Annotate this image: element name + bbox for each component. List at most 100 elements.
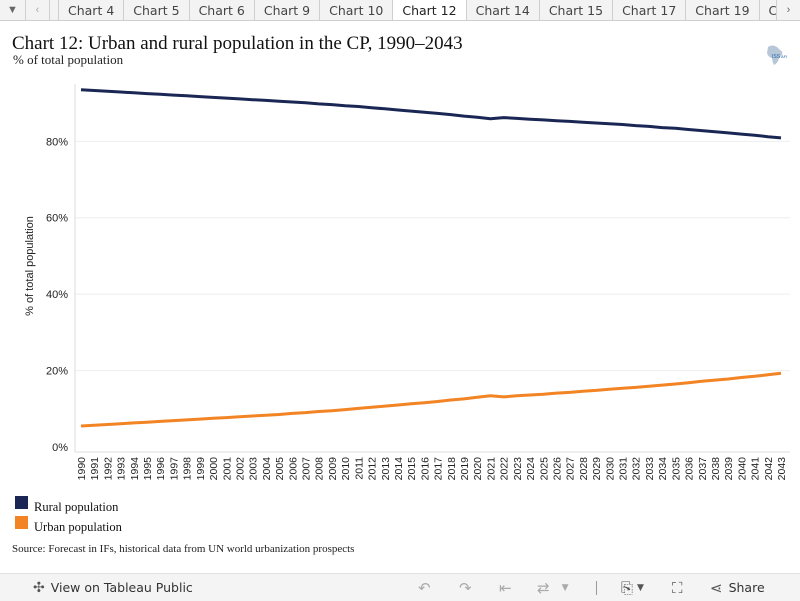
tab-chart-19[interactable]: Chart 19 xyxy=(685,0,758,20)
share-button[interactable]: ⋖ Share xyxy=(710,574,765,601)
fullscreen-icon: ⛶ xyxy=(672,578,683,597)
x-tick-label: 1994 xyxy=(129,457,141,481)
x-tick-label: 1993 xyxy=(116,457,128,481)
rural-population-line[interactable] xyxy=(80,88,782,140)
x-tick-label: 1991 xyxy=(89,457,101,481)
sheet-tab-bar: ▼ ‹ Chart 4 Chart 5 Chart 6 Chart 9 Chart 10… xyxy=(0,0,800,21)
x-tick-label: 2018 xyxy=(446,457,458,481)
chevron-right-icon[interactable]: › xyxy=(776,0,800,20)
x-tick-label: 1997 xyxy=(168,457,180,481)
x-tick-label: 2031 xyxy=(618,457,630,481)
x-tick-label: 2006 xyxy=(287,457,299,481)
tableau-toolbar: ✣ View on Tableau Public ↶ ↷ ⇤ ⇄ ▼ ⎘ ▼ ⛶ ⋖… xyxy=(0,573,800,601)
x-tick-label: 2024 xyxy=(525,457,537,481)
tab-chart-5[interactable]: Chart 5 xyxy=(123,0,188,20)
x-tick-label: 2038 xyxy=(710,457,722,481)
x-tick-label: 2026 xyxy=(551,457,563,481)
tab-chart-6[interactable]: Chart 6 xyxy=(188,0,254,20)
x-tick-label: 2042 xyxy=(763,457,775,481)
share-label: Share xyxy=(728,580,765,595)
x-tick-label: 2020 xyxy=(472,457,484,481)
download-icon: ⎘ xyxy=(621,578,634,597)
x-tick-label: 2015 xyxy=(406,457,418,481)
refresh-icon: ⇄ xyxy=(537,578,550,597)
x-tick-label: 2032 xyxy=(631,457,643,481)
y-tick-label: 60% xyxy=(46,213,68,225)
x-tick-label: 2008 xyxy=(314,457,326,481)
legend-swatch-urban xyxy=(15,515,28,529)
x-tick-label: 2039 xyxy=(723,457,735,481)
legend-swatch-rural xyxy=(15,495,28,509)
x-tick-label: 2003 xyxy=(248,457,260,481)
sheet-tabs: Chart 4 Chart 5 Chart 6 Chart 9 Chart 10 Char… xyxy=(50,0,800,20)
x-tick-label: 2040 xyxy=(736,457,748,481)
x-tick-label: 2036 xyxy=(684,457,696,481)
x-tick-label: 1990 xyxy=(76,457,88,481)
x-tick-label: 2030 xyxy=(604,457,616,481)
chart-subtitle: % of total population xyxy=(13,52,124,67)
tableau-logo-icon: ✣ xyxy=(33,579,45,596)
x-tick-label: 2001 xyxy=(221,457,233,481)
tab-chart-10[interactable]: Chart 10 xyxy=(319,0,392,20)
download-dropdown-icon: ▼ xyxy=(637,582,644,593)
x-tick-label: 2041 xyxy=(750,457,762,481)
y-tick-label: 20% xyxy=(46,366,68,378)
x-tick-label: 1998 xyxy=(182,457,194,481)
tab-chart-9[interactable]: Chart 9 xyxy=(253,0,319,20)
urban-population-line[interactable] xyxy=(80,371,782,428)
x-tick-label: 2019 xyxy=(459,457,471,481)
download-button[interactable]: ⎘ ▼ xyxy=(621,574,644,601)
source-note: Source: Forecast in IFs, historical data… xyxy=(12,543,355,555)
view-on-tableau-label: View on Tableau Public xyxy=(50,580,193,595)
x-tick-label: 2034 xyxy=(657,457,669,481)
x-tick-label: 2033 xyxy=(644,457,656,481)
legend-label-urban: Urban population xyxy=(34,519,122,534)
legend-label-rural: Rural population xyxy=(34,499,119,514)
refresh-dropdown-icon: ▼ xyxy=(561,582,569,593)
chart-title: Chart 12: Urban and rural population in … xyxy=(12,33,463,54)
x-tick-label: 1996 xyxy=(155,457,167,481)
fullscreen-button[interactable]: ⛶ xyxy=(672,574,683,601)
x-tick-label: 2025 xyxy=(538,457,550,481)
tab-chart-15[interactable]: Chart 15 xyxy=(538,0,612,20)
x-tick-label: 2002 xyxy=(234,457,246,481)
x-tick-label: 2017 xyxy=(433,457,445,481)
refresh-button[interactable]: ⇄ ▼ xyxy=(537,574,569,601)
chevron-left-icon[interactable]: ‹ xyxy=(26,0,50,20)
gridlines xyxy=(75,140,790,372)
tab-chart-4[interactable]: Chart 4 xyxy=(58,0,123,20)
x-tick-label: 2005 xyxy=(274,457,286,481)
legend-item-rural[interactable]: Rural population xyxy=(15,492,122,514)
x-tick-label: 2009 xyxy=(327,457,339,481)
undo-button[interactable]: ↶ xyxy=(418,574,431,601)
revert-icon: ⇤ xyxy=(499,578,512,597)
x-tick-label: 1999 xyxy=(195,457,207,481)
y-tick-label: 0% xyxy=(52,442,68,454)
tab-chart-12[interactable]: Chart 12 xyxy=(392,0,466,20)
y-axis-label: % of total population xyxy=(24,216,36,316)
x-tick-label: 2029 xyxy=(591,457,603,481)
x-tick-label: 2007 xyxy=(301,457,313,481)
tab-chart-14[interactable]: Chart 14 xyxy=(465,0,539,20)
caret-down-icon[interactable]: ▼ xyxy=(0,0,26,20)
x-tick-label: 2021 xyxy=(485,457,497,481)
x-tick-label: 2035 xyxy=(670,457,682,481)
x-tick-label: 1995 xyxy=(142,457,154,481)
x-tick-label: 2037 xyxy=(697,457,709,481)
iss-africa-logo: ISS AFI xyxy=(767,45,787,65)
x-tick-label: 2004 xyxy=(261,457,273,481)
undo-icon: ↶ xyxy=(418,578,431,597)
y-tick-label: 40% xyxy=(46,289,68,301)
redo-button[interactable]: ↷ xyxy=(459,574,472,601)
revert-button[interactable]: ⇤ xyxy=(499,574,512,601)
legend-item-urban[interactable]: Urban population xyxy=(15,512,122,534)
x-tick-label: 1992 xyxy=(102,457,114,481)
tab-chart-17[interactable]: Chart 17 xyxy=(612,0,685,20)
view-on-tableau-button[interactable]: ✣ View on Tableau Public xyxy=(33,574,193,601)
svg-text:AFI: AFI xyxy=(781,54,787,59)
x-tick-label: 2013 xyxy=(380,457,392,481)
x-tick-label: 2043 xyxy=(776,457,788,481)
x-tick-label: 2012 xyxy=(367,457,379,481)
x-tick-label: 2010 xyxy=(340,457,352,481)
